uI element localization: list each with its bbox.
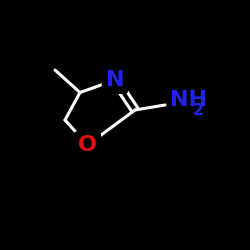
Text: NH: NH (170, 90, 207, 110)
Text: 2: 2 (192, 102, 203, 118)
Text: O: O (78, 135, 97, 155)
Text: N: N (106, 70, 124, 90)
